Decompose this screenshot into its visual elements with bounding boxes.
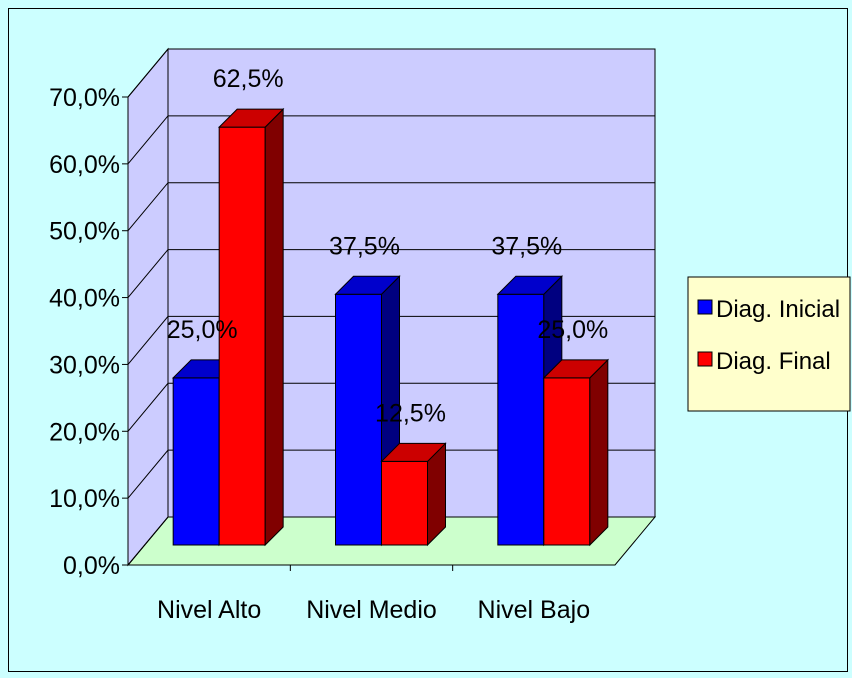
bar-side (264, 107, 284, 547)
x-tick-label: Nivel Medio (306, 596, 437, 624)
x-axis: Nivel Alto Nivel Medio Nivel Bajo (157, 565, 590, 624)
data-label: 12,5% (375, 399, 446, 427)
y-tick-label: 40,0% (49, 285, 120, 313)
data-labels: 25,0% 62,5% 37,5% 12,5% 37,5% 25,0% (167, 65, 609, 427)
y-tick-label: 50,0% (49, 218, 120, 246)
chart-bars (171, 107, 610, 547)
legend-box (687, 276, 851, 412)
data-label: 25,0% (167, 316, 238, 344)
gridline (127, 516, 655, 566)
bar-top (380, 442, 447, 462)
y-tick-label: 10,0% (49, 485, 120, 513)
gridline (127, 48, 655, 98)
data-label: 37,5% (329, 232, 400, 260)
gridline (127, 115, 655, 165)
data-label: 25,0% (537, 316, 608, 344)
bar-front (218, 126, 266, 546)
y-tick-label: 20,0% (49, 418, 120, 446)
y-tick-label: 0,0% (63, 552, 120, 580)
x-tick-label: Nivel Bajo (478, 596, 591, 624)
legend-swatch (697, 351, 713, 367)
y-tick-label: 70,0% (49, 84, 120, 112)
bar-front (172, 377, 220, 546)
y-tick-label: 30,0% (49, 351, 120, 379)
y-axis: 0,0% 10,0% 20,0% 30,0% 40,0% 50,0% 60,0% 70,0% (49, 84, 615, 580)
gridline (127, 382, 655, 432)
bar-front (543, 377, 591, 546)
bar-top (496, 275, 564, 295)
bar-front (381, 460, 428, 546)
y-tick-label: 60,0% (49, 151, 120, 179)
gridline (127, 182, 655, 232)
bar-top (542, 359, 610, 379)
data-label: 37,5% (491, 232, 562, 260)
bar-top (334, 275, 401, 295)
legend-label: Diag. Inicial (716, 296, 840, 323)
bar-side (589, 358, 609, 547)
chart-side-wall (127, 47, 169, 567)
legend-label: Diag. Final (716, 348, 831, 375)
bar-front (335, 293, 382, 546)
x-tick-label: Nivel Alto (157, 596, 261, 624)
chart-legend: Diag. Inicial Diag. Final (687, 276, 851, 412)
legend-swatch (697, 299, 713, 315)
bar-top (217, 108, 285, 128)
data-label: 62,5% (213, 65, 284, 93)
chart-gridlines (127, 48, 655, 566)
gridline (127, 315, 655, 365)
bar-front (497, 293, 545, 546)
gridline (127, 449, 655, 499)
gridline (127, 249, 655, 298)
